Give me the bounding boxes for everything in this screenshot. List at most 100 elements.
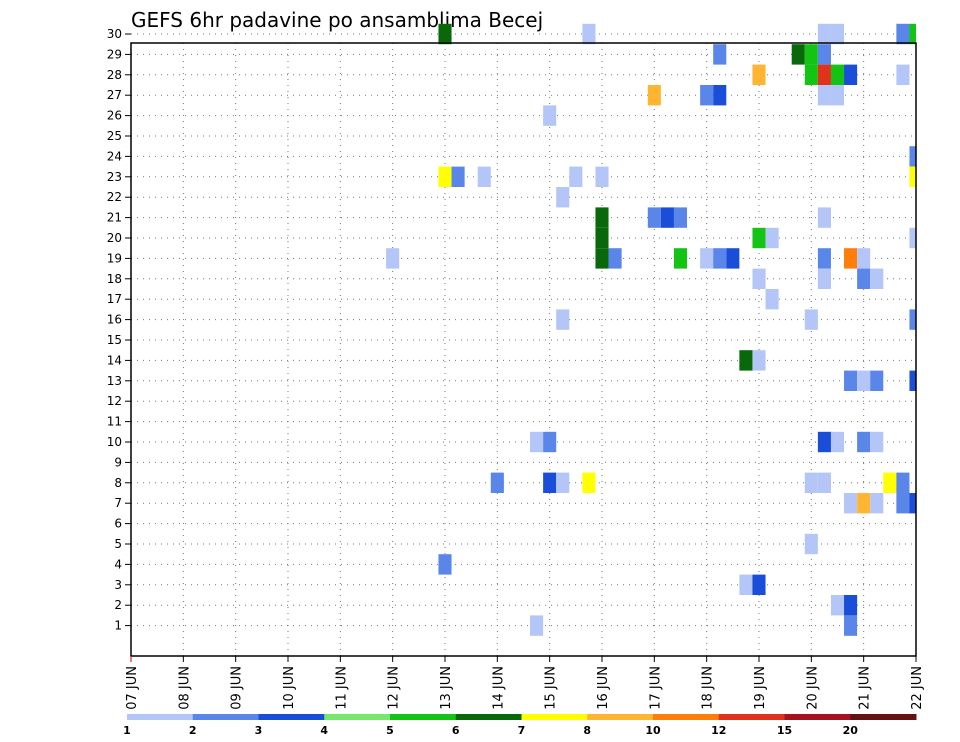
heatmap-cell bbox=[830, 431, 845, 453]
colorbar-label: 8 bbox=[583, 724, 591, 737]
heatmap-cell bbox=[870, 370, 884, 391]
y-tick-label: 17 bbox=[107, 292, 122, 306]
heatmap-cell bbox=[844, 595, 858, 616]
heatmap-cell bbox=[569, 166, 583, 187]
y-tick-label: 20 bbox=[107, 231, 122, 245]
heatmap-cell bbox=[673, 248, 688, 269]
heatmap-cell bbox=[752, 64, 766, 85]
x-tick-label: 20 JUN bbox=[805, 666, 820, 710]
heatmap-cell bbox=[844, 615, 858, 636]
y-tick-label: 10 bbox=[107, 435, 122, 449]
heatmap-cell bbox=[477, 166, 491, 187]
heatmap-cell bbox=[543, 472, 557, 493]
colorbar-swatch bbox=[127, 714, 194, 720]
colorbar-label: 6 bbox=[452, 724, 460, 737]
heatmap-cell bbox=[896, 493, 910, 514]
colorbar-label: 1 bbox=[123, 724, 131, 737]
heatmap-cell bbox=[543, 105, 557, 126]
heatmap-cell bbox=[804, 44, 818, 65]
x-tick-label: 10 JUN bbox=[282, 666, 297, 710]
heatmap-cell bbox=[844, 493, 858, 514]
heatmap-cell bbox=[713, 44, 727, 65]
heatmap-cell bbox=[556, 187, 570, 208]
x-tick-label: 11 JUN bbox=[334, 666, 349, 710]
y-tick-label: 26 bbox=[107, 109, 122, 123]
colorbar-swatch bbox=[784, 714, 851, 720]
heatmap-cell bbox=[817, 248, 831, 269]
y-tick-label: 28 bbox=[107, 68, 122, 82]
x-tick-label: 14 JUN bbox=[491, 666, 506, 710]
heatmap-cell bbox=[830, 64, 845, 85]
heatmap-cell bbox=[909, 493, 916, 514]
heatmap-cell bbox=[595, 207, 609, 228]
heatmap-cell bbox=[817, 431, 831, 453]
heatmap-cell bbox=[647, 85, 661, 106]
heatmap-cell bbox=[752, 227, 766, 249]
y-tick-label: 19 bbox=[107, 251, 122, 265]
heatmap-cell bbox=[909, 309, 916, 330]
colorbar-label: 12 bbox=[711, 724, 726, 737]
heatmap-cell bbox=[700, 248, 714, 269]
heatmap-cell bbox=[739, 574, 753, 595]
heatmap-cell bbox=[870, 268, 884, 289]
heatmap-cell bbox=[857, 268, 871, 289]
heatmap-cell bbox=[909, 166, 916, 187]
chart-title: GEFS 6hr padavine po ansamblima Becej bbox=[131, 8, 543, 32]
heatmap-cell bbox=[739, 350, 753, 371]
x-axis-ticks: 07 JUN 08 JUN 09 JUN 10 JUN 11 JUN 12 JUN 13 J… bbox=[125, 656, 925, 710]
heatmap-cell bbox=[608, 248, 622, 269]
heatmap-cell bbox=[817, 207, 831, 228]
heatmap-cell bbox=[844, 64, 858, 85]
colorbar-swatch bbox=[258, 714, 325, 720]
heatmap-cell bbox=[556, 309, 570, 330]
colorbar-label: 4 bbox=[320, 724, 328, 737]
heatmap-cell bbox=[713, 248, 727, 269]
heatmap-cell bbox=[543, 431, 557, 453]
x-tick-label: 08 JUN bbox=[177, 666, 192, 710]
x-tick-label: 21 JUN bbox=[858, 666, 873, 710]
heatmap-cell bbox=[857, 370, 871, 391]
heatmap-cell bbox=[438, 554, 452, 575]
y-tick-label: 27 bbox=[107, 88, 122, 102]
heatmap-cell bbox=[752, 268, 766, 289]
y-tick-label: 11 bbox=[107, 415, 122, 429]
heatmap-cell bbox=[647, 207, 661, 228]
heatmap-cell bbox=[660, 207, 674, 228]
heatmap-cell bbox=[844, 370, 858, 391]
y-tick-label: 22 bbox=[107, 190, 122, 204]
heatmap-cell bbox=[909, 23, 916, 45]
x-tick-label: 13 JUN bbox=[439, 666, 454, 710]
heatmap-cell bbox=[870, 493, 884, 514]
y-tick-label: 29 bbox=[107, 47, 122, 61]
heatmap-cell bbox=[438, 23, 452, 45]
heatmap-cell bbox=[673, 207, 688, 228]
heatmap-cell bbox=[595, 227, 609, 249]
heatmap-cell bbox=[530, 431, 544, 453]
heatmap-cell bbox=[896, 472, 910, 493]
heatmap-cell bbox=[830, 595, 845, 616]
heatmap-cell bbox=[765, 289, 779, 310]
y-tick-label: 21 bbox=[107, 211, 122, 225]
x-tick-label: 16 JUN bbox=[596, 666, 611, 710]
y-tick-label: 4 bbox=[114, 557, 122, 571]
colorbar-label: 15 bbox=[777, 724, 792, 737]
colorbar-label: 2 bbox=[189, 724, 197, 737]
colorbar-swatch bbox=[455, 714, 522, 720]
colorbar-swatch bbox=[521, 714, 588, 720]
grid-lines bbox=[131, 33, 916, 656]
heatmap-cell bbox=[857, 431, 871, 453]
heatmap-cell bbox=[909, 146, 916, 167]
y-tick-label: 6 bbox=[114, 517, 122, 531]
heatmap-cell bbox=[830, 85, 845, 106]
x-tick-label: 15 JUN bbox=[544, 666, 559, 710]
y-axis-ticks: 1234567891011121314151617181920212223242… bbox=[107, 27, 131, 633]
heatmap-cell bbox=[582, 472, 596, 493]
x-tick-label: 07 JUN bbox=[125, 666, 140, 710]
heatmap-cell bbox=[530, 615, 544, 636]
y-tick-label: 25 bbox=[107, 129, 122, 143]
heatmap-cell bbox=[752, 350, 766, 371]
y-tick-label: 18 bbox=[107, 272, 122, 286]
heatmap-cell bbox=[830, 23, 845, 45]
colorbar-swatch bbox=[653, 714, 720, 720]
